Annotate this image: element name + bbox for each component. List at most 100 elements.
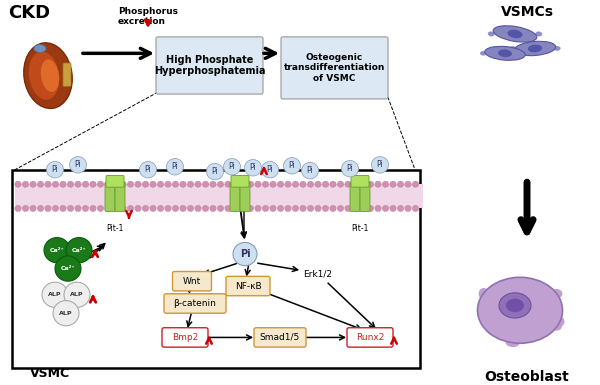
Circle shape <box>247 205 254 212</box>
Ellipse shape <box>524 51 530 55</box>
Text: Pi: Pi <box>239 249 250 259</box>
Ellipse shape <box>493 26 537 42</box>
Circle shape <box>210 205 216 212</box>
Circle shape <box>75 181 81 187</box>
Circle shape <box>157 205 164 212</box>
Ellipse shape <box>478 277 563 343</box>
Circle shape <box>22 205 29 212</box>
Circle shape <box>202 205 209 212</box>
FancyBboxPatch shape <box>254 328 306 347</box>
Text: Wnt: Wnt <box>183 277 201 286</box>
Circle shape <box>82 181 89 187</box>
Circle shape <box>202 181 209 187</box>
Circle shape <box>127 181 134 187</box>
Ellipse shape <box>551 323 562 331</box>
Circle shape <box>195 181 201 187</box>
Circle shape <box>112 205 119 212</box>
Circle shape <box>240 205 246 212</box>
FancyBboxPatch shape <box>281 37 388 99</box>
Text: Bmp2: Bmp2 <box>172 333 198 342</box>
Circle shape <box>300 181 306 187</box>
Text: Runx2: Runx2 <box>356 333 384 342</box>
Circle shape <box>60 205 66 212</box>
Text: Ca²⁺: Ca²⁺ <box>71 248 86 253</box>
FancyBboxPatch shape <box>156 37 263 94</box>
Circle shape <box>90 181 96 187</box>
Circle shape <box>195 205 201 212</box>
Ellipse shape <box>480 51 486 55</box>
Text: VSMC: VSMC <box>30 367 70 380</box>
Circle shape <box>44 238 70 263</box>
FancyBboxPatch shape <box>63 63 71 86</box>
Circle shape <box>405 181 411 187</box>
Ellipse shape <box>506 338 520 347</box>
Ellipse shape <box>535 32 542 37</box>
Text: Pi: Pi <box>74 160 82 169</box>
Text: Pi: Pi <box>212 167 218 176</box>
Circle shape <box>360 205 366 212</box>
Text: Pi: Pi <box>145 165 151 174</box>
Circle shape <box>157 181 164 187</box>
Circle shape <box>270 181 276 187</box>
Circle shape <box>180 205 186 212</box>
Circle shape <box>352 205 359 212</box>
Circle shape <box>217 181 224 187</box>
Circle shape <box>255 205 261 212</box>
Circle shape <box>330 181 336 187</box>
Circle shape <box>206 163 223 180</box>
Ellipse shape <box>498 50 512 57</box>
Circle shape <box>337 181 344 187</box>
Circle shape <box>315 205 321 212</box>
Circle shape <box>22 181 29 187</box>
Circle shape <box>82 205 89 212</box>
Text: ALP: ALP <box>48 292 62 297</box>
Circle shape <box>150 181 156 187</box>
Text: NF-κB: NF-κB <box>235 281 262 291</box>
Circle shape <box>322 181 329 187</box>
Circle shape <box>135 205 141 212</box>
Circle shape <box>232 181 239 187</box>
Circle shape <box>45 181 51 187</box>
FancyBboxPatch shape <box>105 182 115 211</box>
Circle shape <box>315 181 321 187</box>
Text: Pi: Pi <box>307 166 313 175</box>
Circle shape <box>97 205 104 212</box>
Text: Pi: Pi <box>229 162 235 171</box>
Circle shape <box>390 205 396 212</box>
Circle shape <box>55 256 81 281</box>
Ellipse shape <box>29 52 59 100</box>
Ellipse shape <box>554 46 560 51</box>
FancyBboxPatch shape <box>106 176 124 187</box>
Circle shape <box>42 282 68 307</box>
Circle shape <box>64 282 90 307</box>
Ellipse shape <box>514 41 556 56</box>
Circle shape <box>172 205 179 212</box>
Circle shape <box>225 181 231 187</box>
Text: Osteoblast: Osteoblast <box>485 370 569 384</box>
Ellipse shape <box>485 46 525 60</box>
Ellipse shape <box>34 45 46 52</box>
FancyBboxPatch shape <box>162 328 208 347</box>
Circle shape <box>187 181 194 187</box>
Ellipse shape <box>528 45 542 52</box>
Text: ALP: ALP <box>70 292 84 297</box>
Circle shape <box>345 205 351 212</box>
Circle shape <box>105 181 111 187</box>
Text: Pi: Pi <box>347 164 353 173</box>
Circle shape <box>412 181 419 187</box>
Circle shape <box>285 205 291 212</box>
FancyBboxPatch shape <box>230 182 240 211</box>
Circle shape <box>270 205 276 212</box>
Ellipse shape <box>506 299 524 312</box>
Circle shape <box>142 181 149 187</box>
Text: Pi: Pi <box>172 162 178 171</box>
Circle shape <box>167 159 184 175</box>
Circle shape <box>382 205 389 212</box>
Circle shape <box>292 205 299 212</box>
Circle shape <box>112 181 119 187</box>
FancyBboxPatch shape <box>173 271 212 291</box>
Ellipse shape <box>41 59 59 92</box>
Circle shape <box>172 181 179 187</box>
Circle shape <box>390 181 396 187</box>
Circle shape <box>180 181 186 187</box>
